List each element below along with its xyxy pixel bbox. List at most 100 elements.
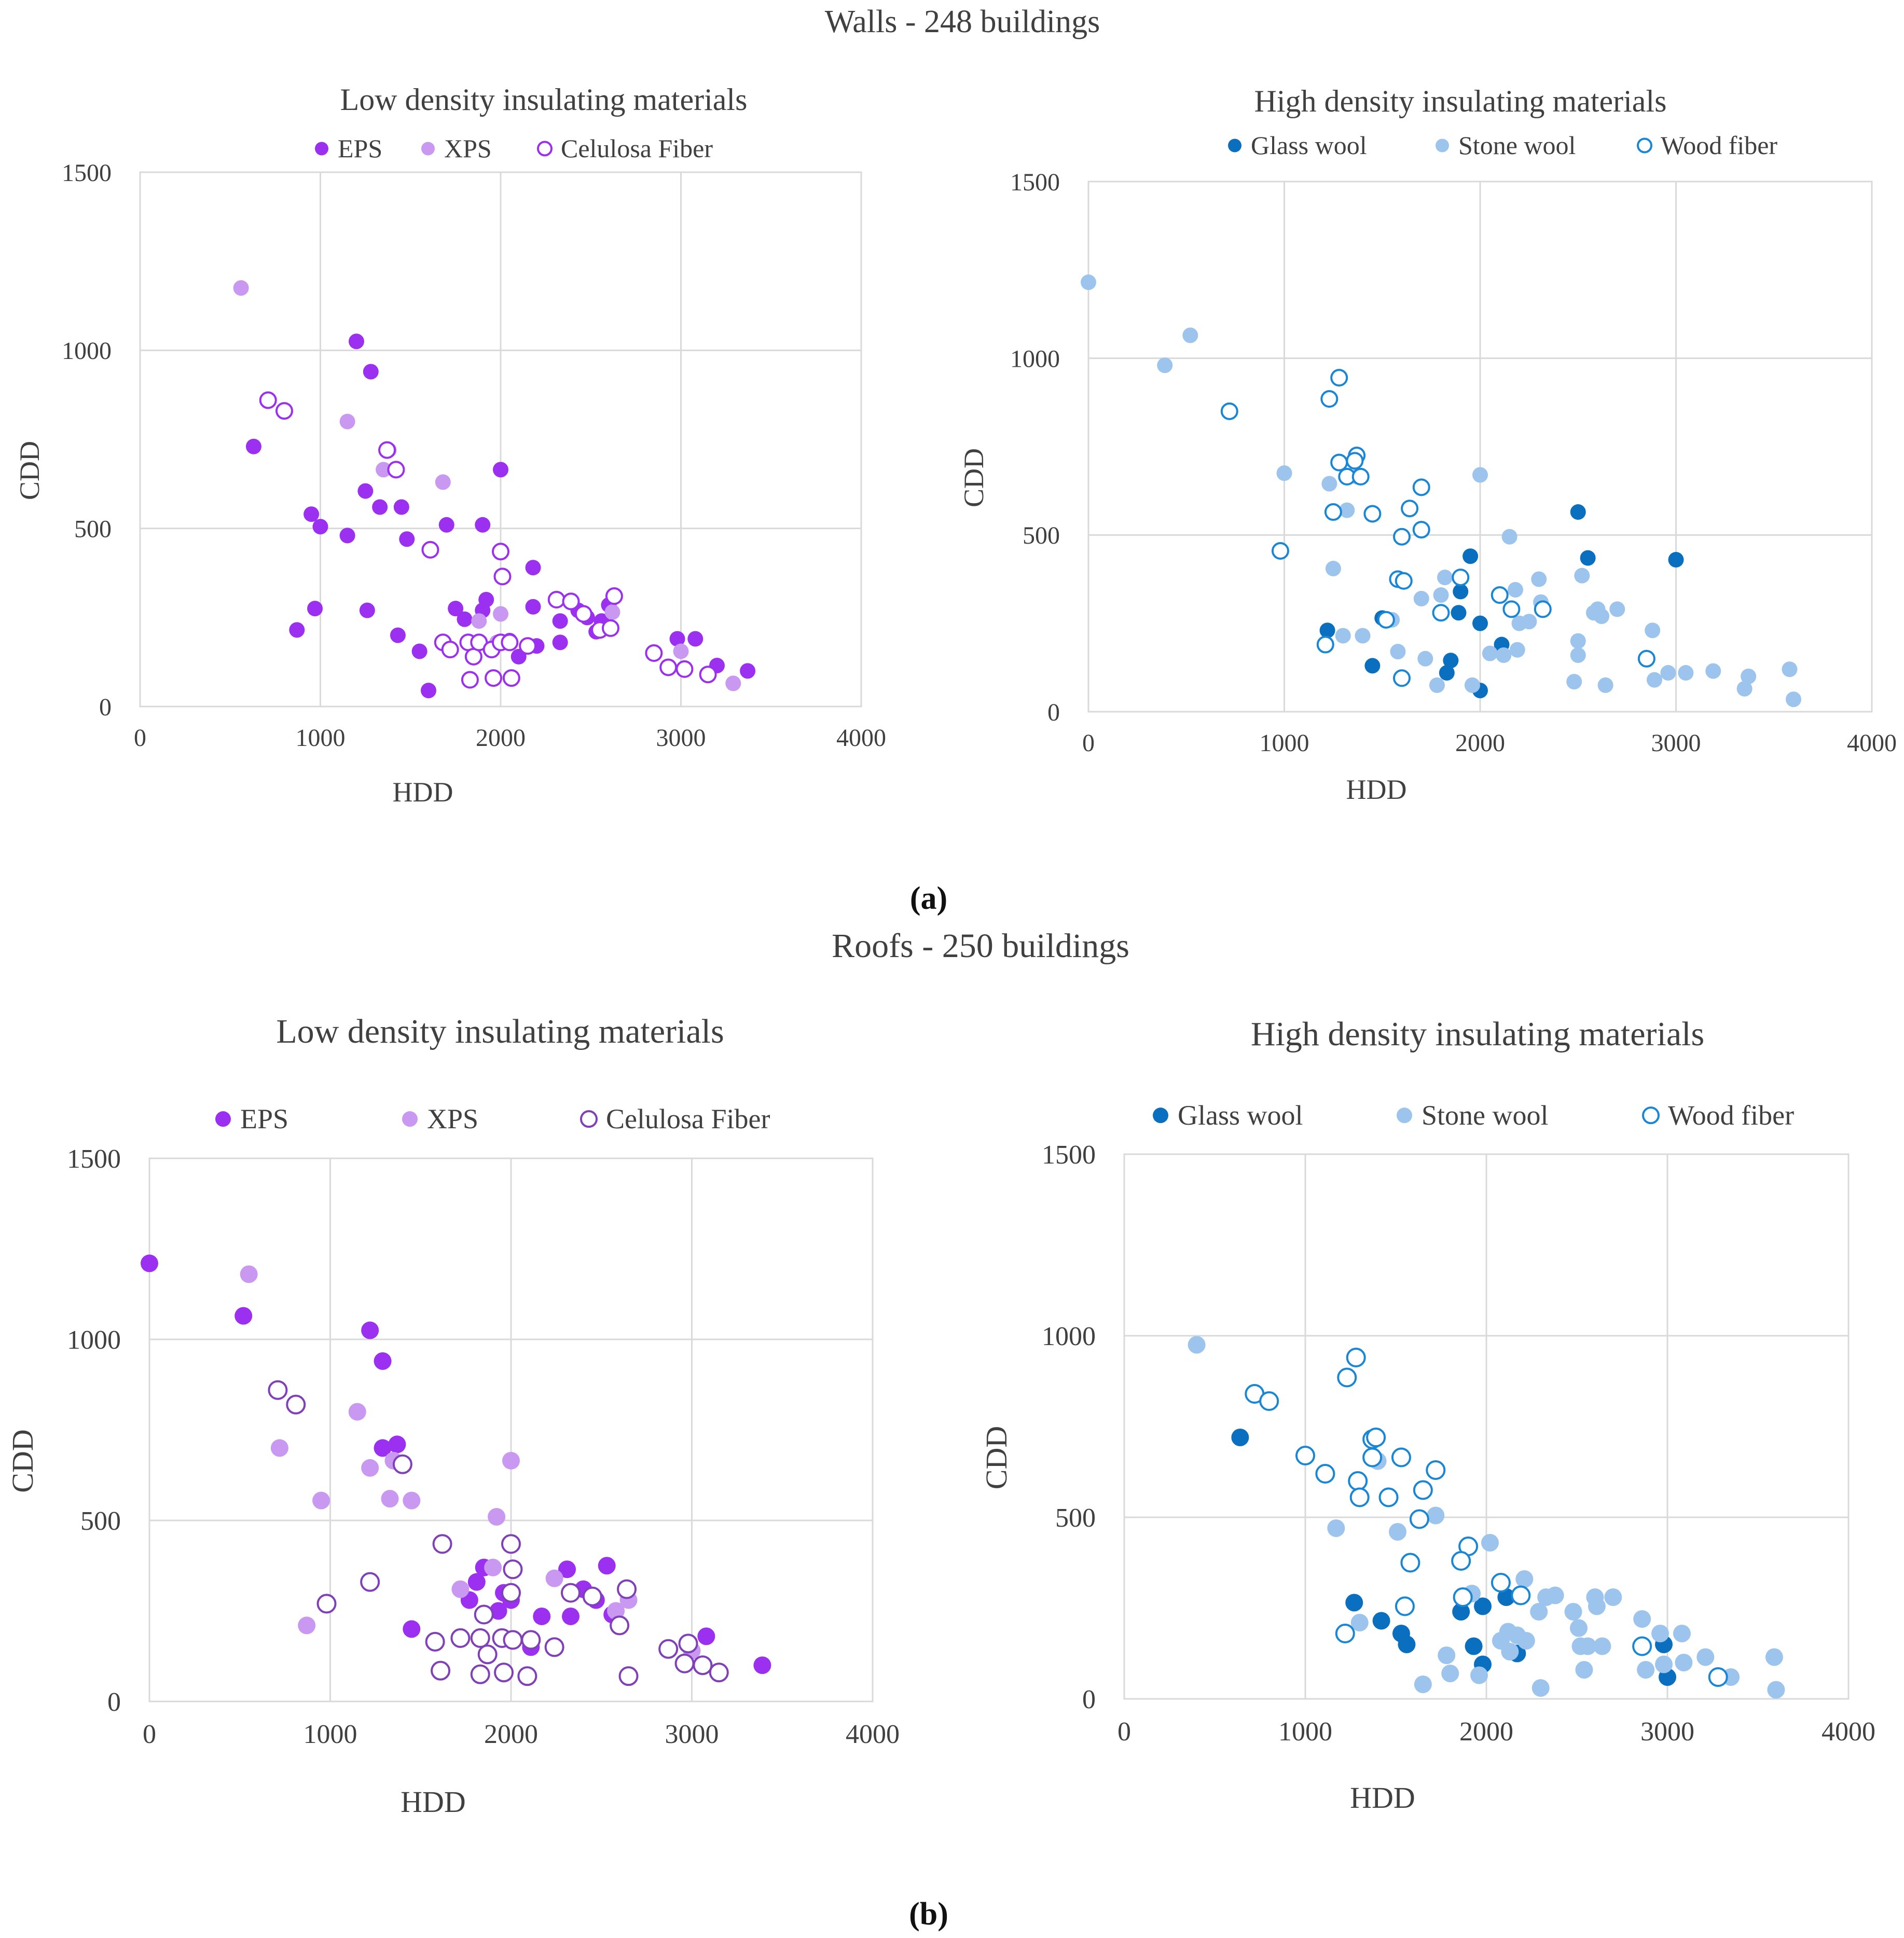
data-point-stone-walls [1438,1646,1456,1664]
data-point-wood [1259,1391,1279,1411]
walls-high-density-chart: High density insulating materials 0 1000 20… [958,84,1897,805]
data-point-eps [307,601,323,617]
data-point-eps [558,1560,576,1579]
data-point-stone-walls [1564,1603,1582,1621]
data-point-wood [1362,1447,1383,1468]
y-tick-label: 1000 [1010,345,1060,372]
data-point-wood [1395,572,1413,590]
data-point-stone-walls [1705,663,1721,679]
data-point-stone-walls [1594,608,1610,625]
data-point-glass [1345,1594,1363,1612]
legend-label: Wood fiber [1661,131,1777,160]
data-point-cel-roof [617,1579,637,1599]
data-point-eps [388,1435,406,1454]
data-point-wood [1511,1585,1531,1605]
legend-marker [1637,137,1652,154]
data-point-cel [519,637,537,655]
x-tick-label: 3000 [1640,1717,1694,1747]
data-point-wood [1401,500,1419,518]
data-point-glass [1474,1597,1492,1615]
x-tick-label: 4000 [1822,1717,1875,1747]
data-point-eps [552,634,568,650]
x-tick-label: 0 [134,724,146,752]
data-point-cel-roof [425,1631,445,1652]
chart-title: High density insulating materials [1254,84,1667,118]
data-point-glass [1453,584,1469,600]
data-point-cel [378,441,396,459]
x-tick-label: 2000 [484,1720,538,1749]
y-tick-label: 1000 [67,1325,121,1355]
data-point-stone-walls [1335,628,1351,644]
data-point-stone-walls [1433,587,1449,603]
data-point-eps [245,438,261,454]
data-point-eps [598,1557,616,1575]
data-point-eps [669,631,685,647]
data-point-cel-roof [501,1583,521,1603]
data-point-xps [435,474,451,490]
data-point-glass [1497,1588,1515,1606]
data-point-stone-walls [1651,1625,1670,1642]
data-point-stone-walls [1609,601,1625,617]
data-point-stone-walls [1660,665,1676,681]
data-point-wood [1349,1487,1370,1507]
data-point-cel-roof [521,1630,541,1650]
data-point-stone-walls [1597,677,1613,693]
y-axis-label: CDD [14,441,45,500]
data-point-cel [492,543,509,561]
data-point-stone-walls [1482,645,1498,661]
data-point-cel-roof [360,1572,380,1592]
data-point-cel-roof [501,1534,521,1554]
data-point-eps [359,602,375,618]
data-point-wood [1220,402,1238,420]
data-point-wood [1366,1428,1386,1447]
data-point-stone-walls [1517,1632,1535,1650]
legend-marker [315,142,328,156]
data-point-xps [488,1508,506,1526]
y-tick-label: 1000 [1042,1322,1096,1351]
x-tick-label: 2000 [1455,729,1505,757]
data-point-stone-walls [1531,571,1547,587]
y-axis-label: CDD [6,1429,39,1492]
data-point-cel-roof [470,1664,490,1684]
data-point-cel [605,587,623,605]
data-point-wood [1335,1624,1355,1643]
data-point-wood [1632,1636,1652,1656]
data-point-wood [1316,635,1334,654]
legend-label: EPS [338,134,382,163]
data-point-wood [1426,1460,1446,1480]
data-point-glass [1439,665,1455,681]
x-tick-label: 0 [1082,729,1095,757]
roofs-high-density-chart: High density insulating materials 0 1000 20… [979,1015,1875,1815]
data-point-stone-walls [1604,1588,1622,1606]
data-point-xps [502,1451,520,1470]
data-point-stone-walls [1355,628,1371,644]
data-point-eps [687,631,703,647]
legend-label: Stone wool [1458,131,1576,160]
legend-label: XPS [427,1103,478,1134]
data-point-wood [1413,1480,1433,1500]
data-point-eps [363,364,379,380]
data-point-stone-walls [1496,647,1512,663]
data-point-cel [493,567,512,586]
data-point-eps [303,506,320,522]
x-tick-label: 3000 [656,724,706,752]
data-point-wood [1412,478,1430,496]
data-point-xps [233,280,249,296]
data-point-wood [1412,521,1430,539]
data-point-wood [1348,1471,1368,1491]
data-point-stone-walls [1427,1506,1445,1525]
data-point-eps [753,1656,771,1674]
data-point-stone-walls [1276,465,1292,481]
data-point-xps [240,1265,258,1283]
data-point-xps [725,675,741,691]
data-point-stone-walls [1464,677,1480,693]
data-point-stone-walls [1470,1666,1488,1684]
data-point-stone-walls [1593,1637,1611,1655]
data-point-xps [270,1439,288,1457]
data-point-eps [339,528,355,544]
x-tick-label: 4000 [836,724,886,752]
data-point-stone-walls [1530,1603,1548,1621]
data-point-cel [645,644,663,662]
data-point-cel [275,402,293,420]
legend-marker [1228,139,1241,153]
